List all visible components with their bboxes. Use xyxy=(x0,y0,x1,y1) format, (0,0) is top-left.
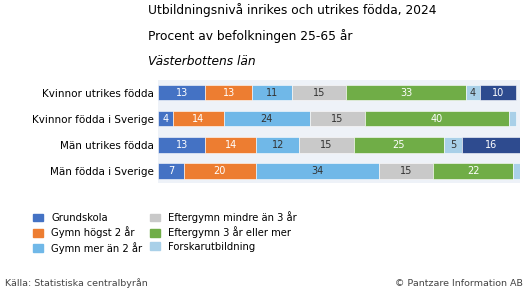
Bar xyxy=(462,137,520,152)
Bar xyxy=(480,85,516,100)
Text: Västerbottens län: Västerbottens län xyxy=(148,55,256,68)
Text: 15: 15 xyxy=(313,88,326,97)
Text: 11: 11 xyxy=(266,88,278,97)
Bar xyxy=(158,137,205,152)
Legend: Grundskola, Gymn högst 2 år, Gymn mer än 2 år, Eftergymn mindre än 3 år, Eftergy: Grundskola, Gymn högst 2 år, Gymn mer än… xyxy=(33,211,297,254)
Bar xyxy=(158,163,184,179)
Text: 7: 7 xyxy=(168,166,174,176)
Text: 15: 15 xyxy=(331,113,344,124)
Bar xyxy=(205,137,256,152)
Bar xyxy=(252,85,292,100)
Bar xyxy=(433,163,513,179)
Text: 14: 14 xyxy=(192,113,204,124)
Bar xyxy=(513,163,520,179)
Text: 5: 5 xyxy=(450,140,456,150)
Bar xyxy=(354,137,444,152)
Bar xyxy=(299,137,354,152)
Text: 15: 15 xyxy=(400,166,412,176)
Bar xyxy=(158,111,173,127)
Text: 12: 12 xyxy=(271,140,284,150)
Text: 34: 34 xyxy=(312,166,324,176)
Bar xyxy=(509,111,516,127)
Bar xyxy=(310,111,364,127)
Text: 14: 14 xyxy=(224,140,237,150)
Bar xyxy=(158,85,205,100)
Bar xyxy=(292,85,346,100)
Bar xyxy=(379,163,433,179)
Text: 10: 10 xyxy=(492,88,505,97)
Text: 13: 13 xyxy=(176,140,188,150)
Text: Utbildningsnivå inrikes och utrikes födda, 2024: Utbildningsnivå inrikes och utrikes född… xyxy=(148,3,436,17)
Text: 15: 15 xyxy=(320,140,333,150)
Bar xyxy=(173,111,223,127)
Text: 20: 20 xyxy=(214,166,226,176)
Text: 4: 4 xyxy=(470,88,476,97)
Text: 24: 24 xyxy=(261,113,273,124)
Text: 13: 13 xyxy=(223,88,235,97)
Bar xyxy=(364,111,509,127)
Bar xyxy=(346,85,466,100)
Bar xyxy=(256,163,379,179)
Text: 22: 22 xyxy=(467,166,479,176)
Text: 25: 25 xyxy=(393,140,405,150)
Text: © Pantzare Information AB: © Pantzare Information AB xyxy=(395,279,523,288)
Text: Källa: Statistiska centralbyrån: Källa: Statistiska centralbyrån xyxy=(5,278,148,288)
Bar xyxy=(256,137,299,152)
Text: 13: 13 xyxy=(176,88,188,97)
Bar xyxy=(223,111,310,127)
Bar xyxy=(444,137,462,152)
Text: 40: 40 xyxy=(431,113,443,124)
Bar xyxy=(184,163,256,179)
Text: Procent av befolkningen 25-65 år: Procent av befolkningen 25-65 år xyxy=(148,29,352,43)
Text: 4: 4 xyxy=(163,113,169,124)
Text: 33: 33 xyxy=(400,88,412,97)
Bar xyxy=(205,85,252,100)
Bar xyxy=(466,85,480,100)
Text: 16: 16 xyxy=(485,140,497,150)
